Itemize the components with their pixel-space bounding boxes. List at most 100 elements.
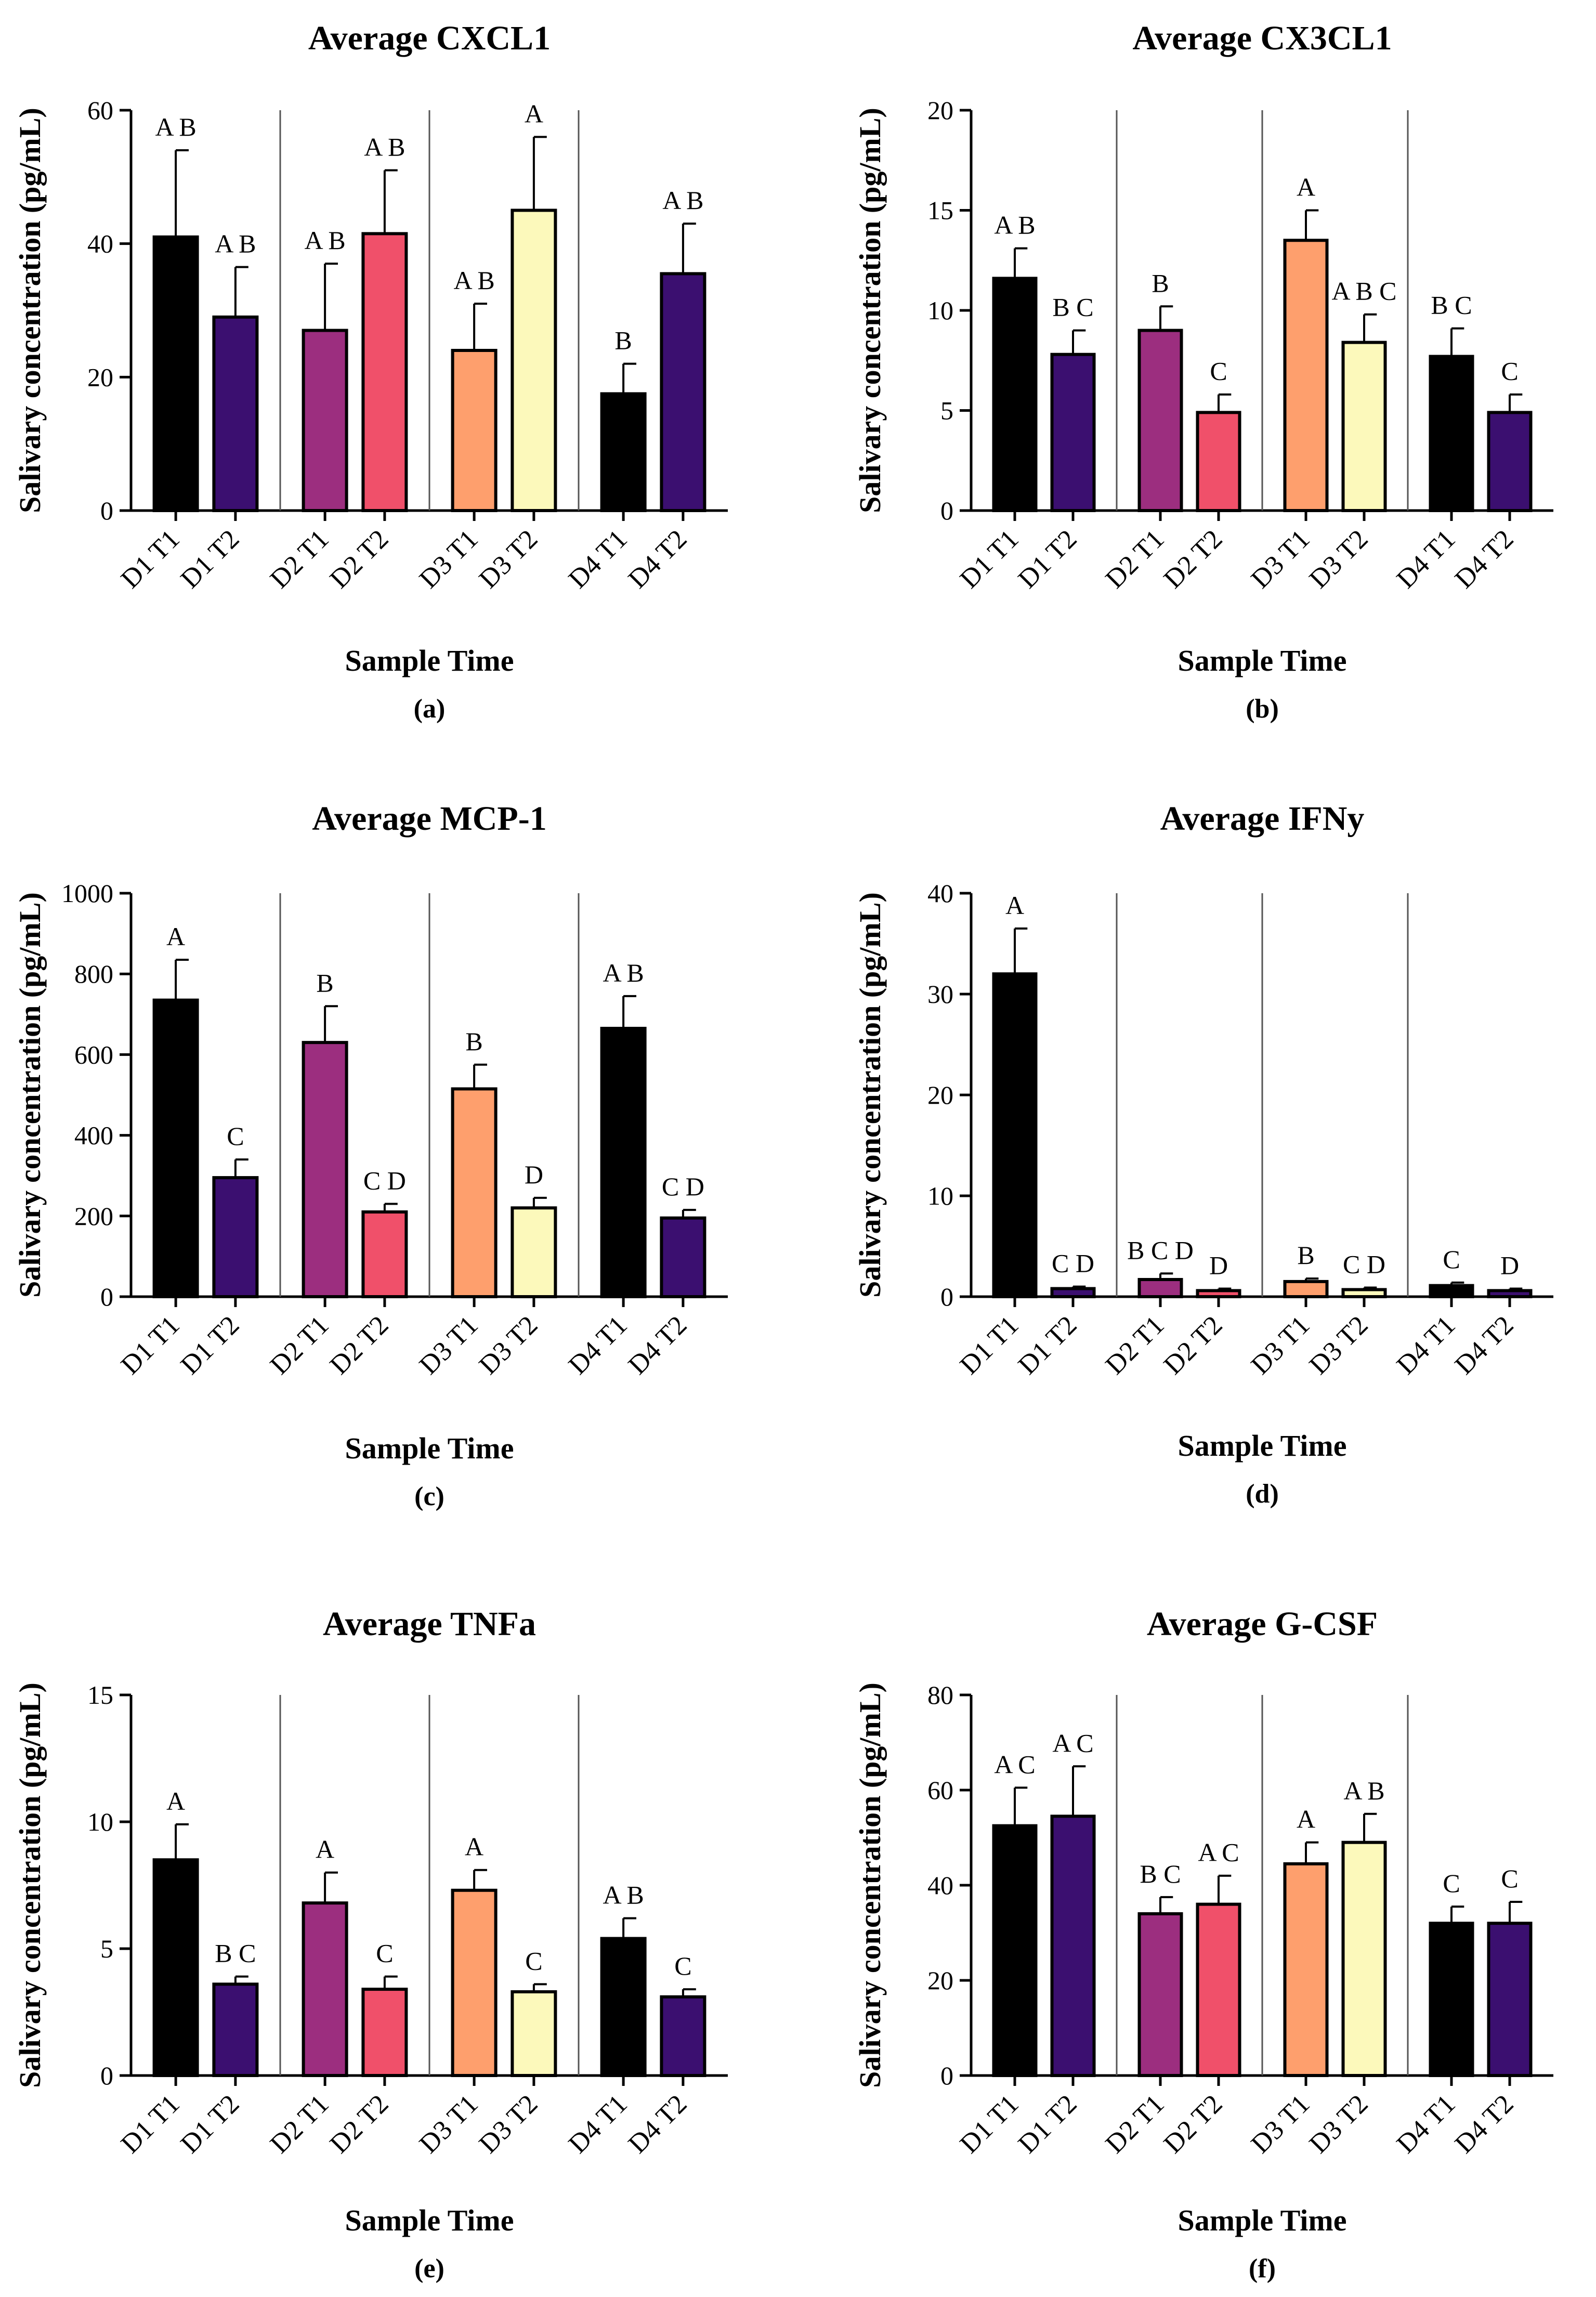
bar-d4-t2 (1487, 411, 1533, 512)
y-axis-label: Salivary concentration (pg/mL) (853, 892, 887, 1298)
significance-label: C (1210, 357, 1227, 386)
bar-d4-t2 (660, 1216, 707, 1298)
x-tick-label: D3 T2 (1304, 2089, 1374, 2159)
chart-title: Average MCP-1 (312, 800, 546, 838)
significance-label: C (1501, 357, 1518, 386)
significance-label: B (1297, 1241, 1314, 1270)
significance-label: B C (1431, 291, 1472, 320)
bar-d3-t2 (511, 208, 557, 512)
significance-label: A B (994, 211, 1035, 240)
significance-label: A (525, 99, 543, 128)
bar-d4-t1 (1429, 1284, 1474, 1298)
y-tick-label: 0 (100, 2061, 113, 2090)
y-tick-label: 0 (100, 1282, 113, 1311)
panel-caption: (c) (414, 1482, 444, 1511)
x-axis-label: Sample Time (345, 2203, 514, 2237)
x-tick-label: D4 T2 (623, 2089, 693, 2159)
bar-d4-t2 (660, 272, 707, 513)
panel-caption: (d) (1246, 1479, 1279, 1509)
y-tick-label: 60 (87, 96, 113, 125)
y-tick-label: 0 (100, 496, 113, 525)
significance-label: C (1443, 1869, 1460, 1898)
bar-d3-t2 (511, 1990, 557, 2077)
significance-label: C D (662, 1172, 704, 1201)
bar-d1-t1 (992, 972, 1038, 1298)
significance-label: C D (1052, 1249, 1094, 1278)
x-tick-label: D3 T2 (474, 2089, 544, 2159)
bar-d4-t2 (660, 1995, 707, 2077)
bar-d4-t2 (1487, 1289, 1533, 1299)
panel-caption: (b) (1246, 694, 1279, 724)
chart-panel-1: Average CXCL1 Salivary concentration (pg/… (13, 19, 728, 724)
significance-label: A (166, 1786, 185, 1816)
bar-d2-t2 (361, 1210, 408, 1299)
significance-label: D (1500, 1250, 1519, 1280)
y-tick-label: 40 (927, 1871, 953, 1900)
significance-label: A B (453, 266, 494, 295)
significance-label: B (465, 1027, 482, 1056)
y-tick-label: 20 (927, 96, 953, 125)
y-tick-label: 60 (927, 1776, 953, 1805)
x-tick-label: D3 T2 (474, 1310, 544, 1380)
y-tick-label: 15 (87, 1680, 113, 1709)
y-tick-label: 10 (87, 1807, 113, 1836)
significance-label: C (525, 1946, 542, 1975)
bar-d3-t2 (511, 1206, 557, 1299)
chart-panel-5: Average TNFa Salivary concentration (pg/m… (13, 1605, 728, 2283)
significance-label: C D (363, 1166, 406, 1195)
x-tick-label: D4 T2 (623, 1310, 693, 1380)
x-tick-label: D4 T1 (563, 524, 633, 594)
bar-d2-t2 (1196, 411, 1241, 512)
x-tick-label: D2 T1 (1100, 2089, 1170, 2159)
x-axis-label: Sample Time (1178, 1429, 1347, 1463)
y-tick-label: 1000 (61, 879, 113, 908)
y-tick-label: 15 (927, 196, 953, 225)
chart-panel-6: Average G-CSF Salivary concentration (pg/… (853, 1605, 1553, 2283)
x-tick-label: D1 T1 (115, 2089, 186, 2159)
bar-d4-t1 (1429, 355, 1474, 512)
y-axis-label: Salivary concentration (pg/mL) (13, 1682, 47, 2088)
x-tick-label: D4 T1 (1391, 2089, 1461, 2159)
significance-label: A B (155, 112, 196, 141)
x-tick-label: D3 T1 (1246, 524, 1316, 594)
bar-d2-t2 (1196, 1902, 1241, 2078)
x-tick-label: D2 T2 (1158, 524, 1228, 594)
significance-label: A B (603, 958, 644, 987)
bar-d2-t1 (1137, 1278, 1183, 1299)
bar-d1-t1 (152, 1858, 199, 2077)
significance-label: A B (215, 229, 256, 258)
y-tick-label: 10 (927, 1181, 953, 1210)
x-tick-label: D4 T1 (563, 1310, 633, 1380)
x-tick-label: D4 T2 (1449, 2089, 1520, 2159)
x-tick-label: D2 T2 (324, 2089, 395, 2159)
bar-d2-t2 (361, 232, 408, 512)
x-tick-label: D2 T1 (1100, 524, 1170, 594)
y-tick-label: 5 (100, 1934, 113, 1963)
x-tick-label: D3 T2 (1304, 1310, 1374, 1380)
chart-title: Average IFNy (1160, 800, 1365, 838)
y-tick-label: 20 (927, 1080, 953, 1110)
x-tick-label: D2 T1 (265, 1310, 335, 1380)
significance-label: A B (662, 186, 703, 215)
bar-d3-t1 (1283, 1280, 1329, 1298)
y-tick-label: 5 (940, 396, 953, 425)
x-tick-label: D2 T2 (1158, 2089, 1228, 2159)
x-tick-label: D2 T1 (1100, 1310, 1170, 1380)
bar-d1-t1 (992, 1824, 1038, 2077)
panel-caption: (a) (414, 694, 446, 724)
chart-panel-3: Average MCP-1 Salivary concentration (pg/… (13, 800, 728, 1511)
significance-label: B (316, 968, 333, 997)
chart-title: Average CXCL1 (308, 19, 551, 57)
bar-d1-t2 (1050, 1815, 1096, 2077)
x-tick-label: D1 T2 (175, 1310, 245, 1380)
y-tick-label: 30 (927, 980, 953, 1009)
significance-label: A (465, 1832, 483, 1861)
bar-d4-t1 (600, 1026, 647, 1298)
y-tick-label: 800 (74, 959, 113, 988)
significance-label: A C (1052, 1728, 1093, 1757)
x-tick-label: D2 T2 (324, 524, 395, 594)
y-axis-label: Salivary concentration (pg/mL) (13, 892, 47, 1298)
bar-d3-t2 (1341, 341, 1387, 512)
y-tick-label: 20 (927, 1966, 953, 1995)
